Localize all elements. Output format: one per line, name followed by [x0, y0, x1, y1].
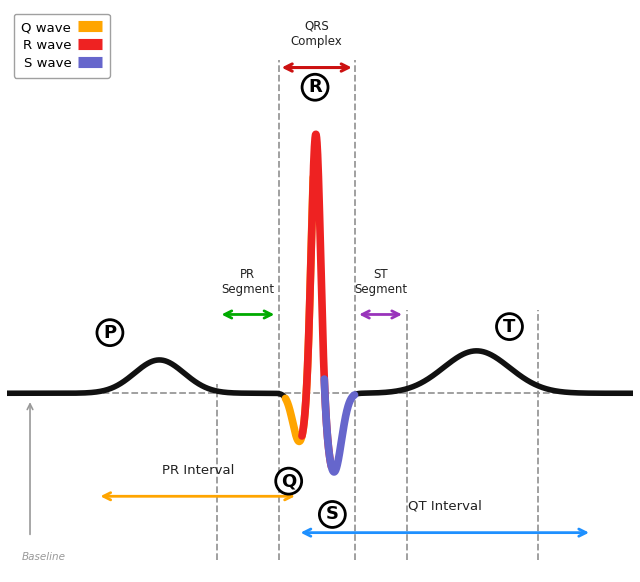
- Text: PR Interval: PR Interval: [162, 464, 234, 477]
- Text: Q: Q: [281, 472, 296, 490]
- Text: QRS
Complex: QRS Complex: [291, 20, 342, 48]
- Text: S: S: [326, 505, 339, 523]
- Text: P: P: [104, 324, 116, 342]
- Text: T: T: [503, 318, 516, 336]
- Text: Baseline: Baseline: [22, 552, 66, 562]
- Legend: Q wave, R wave, S wave: Q wave, R wave, S wave: [13, 13, 109, 77]
- Text: R: R: [308, 78, 322, 96]
- Text: QT Interval: QT Interval: [408, 500, 482, 513]
- Text: ST
Segment: ST Segment: [355, 268, 408, 296]
- Text: PR
Segment: PR Segment: [221, 268, 274, 296]
